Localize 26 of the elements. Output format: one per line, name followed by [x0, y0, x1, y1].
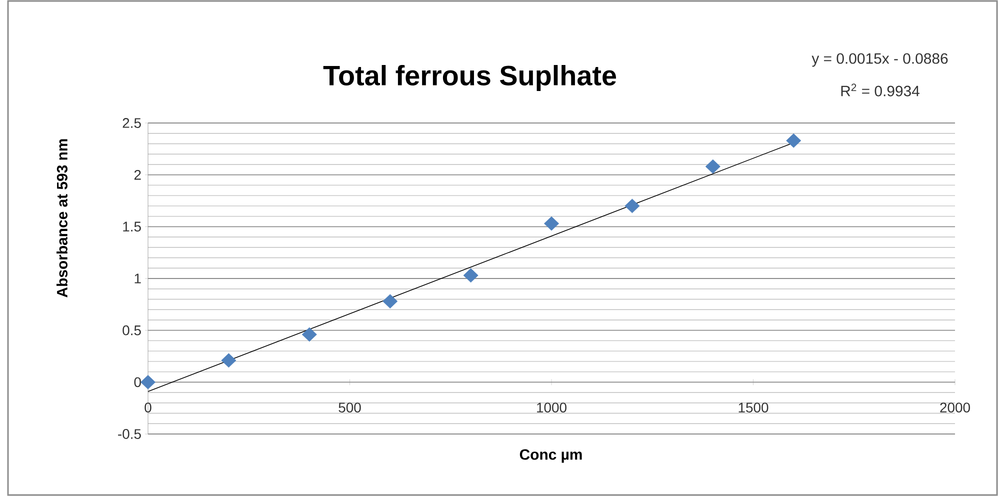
- point: [786, 133, 802, 148]
- x-tick-label: 1500: [738, 402, 768, 413]
- text: y = 0.0015x - 0.0886: [812, 53, 948, 67]
- x-tick-label: 0: [144, 402, 152, 413]
- x-axis-title: Conc µm: [520, 449, 582, 463]
- point: [544, 216, 560, 231]
- y-tick-label: 0: [134, 377, 141, 388]
- x-tick-label: 2000: [940, 402, 970, 413]
- y-tick-label: 2: [134, 170, 141, 180]
- point: [463, 268, 478, 283]
- y-tick-label: 2.5: [122, 118, 141, 128]
- point: [382, 294, 398, 308]
- text: R$^{2}$ = 0.9934: [841, 84, 920, 96]
- y-axis-title: Absorbance at 593 nm: [56, 139, 68, 298]
- x-tick-label: 500: [338, 402, 361, 413]
- y-tick-label: 1.5: [123, 222, 141, 232]
- point: [705, 159, 720, 174]
- x-tick-label: 1000: [537, 402, 566, 413]
- point: [302, 327, 317, 342]
- point: [624, 198, 640, 214]
- point: [140, 374, 156, 390]
- y-tick-label: -0.5: [118, 429, 141, 439]
- y-tick-label: 0.5: [122, 325, 141, 336]
- chart-title: Total ferrous Suplhate: [323, 65, 616, 91]
- y-tick-label: 1: [134, 274, 141, 284]
- point: [221, 353, 236, 368]
